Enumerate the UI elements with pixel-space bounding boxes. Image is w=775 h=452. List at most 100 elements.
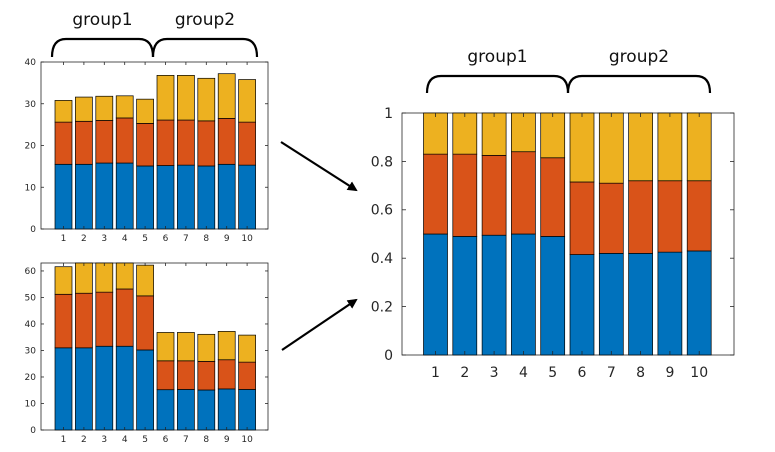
x-tick-label: 2 <box>460 365 469 381</box>
y-tick-label: 0 <box>384 348 393 364</box>
bar-series2-cat-6 <box>156 360 175 391</box>
bar-series2-cat-6 <box>569 181 595 255</box>
bar-series1-cat-6 <box>156 165 175 230</box>
x-tick-label: 2 <box>81 234 87 244</box>
bar-series3-cat-4 <box>115 262 134 290</box>
bar-series3-cat-1 <box>54 100 73 123</box>
bar-series2-cat-1 <box>423 153 448 235</box>
bar-series3-cat-5 <box>136 98 154 124</box>
bar-series1-cat-2 <box>75 163 93 230</box>
bar-series1-cat-10 <box>686 250 712 356</box>
x-tick-label: 10 <box>241 234 253 244</box>
bar-series2-cat-2 <box>75 120 93 165</box>
x-tick-label: 9 <box>224 234 230 244</box>
x-tick-label: 7 <box>607 365 616 381</box>
bar-series1-cat-1 <box>423 233 448 356</box>
bar-series2-cat-10 <box>686 180 712 252</box>
x-tick-label: 10 <box>241 435 253 445</box>
bar-series2-cat-3 <box>95 120 114 164</box>
bar-series3-cat-6 <box>156 332 175 362</box>
bar-series3-cat-10 <box>686 112 712 182</box>
right-group1-brace <box>425 74 570 94</box>
bar-series3-cat-5 <box>136 264 154 297</box>
chart-bottom-left: 1 2 3 4 5 6 7 8 9 10 0 10 20 30 40 50 60 <box>25 262 269 445</box>
y-tick-label: 30 <box>25 100 37 110</box>
bar-series2-cat-2 <box>75 292 93 349</box>
x-tick-label: 6 <box>163 435 169 445</box>
x-tick-label: 10 <box>690 365 708 381</box>
x-tick-label: 2 <box>81 435 87 445</box>
y-tick-label: 20 <box>25 373 37 383</box>
y-tick-label: 0 <box>30 426 36 436</box>
bar-series2-cat-2 <box>452 153 478 237</box>
bar-series2-cat-1 <box>54 293 73 349</box>
bar-series2-cat-9 <box>217 359 236 390</box>
bar-series2-cat-5 <box>540 157 566 237</box>
x-tick-label: 5 <box>142 435 148 445</box>
bar-series1-cat-3 <box>481 234 507 356</box>
chart-top-left: 1 2 3 4 5 6 7 8 9 10 0 10 20 30 40 <box>25 58 269 244</box>
bar-series3-cat-1 <box>423 112 448 155</box>
x-tick-label: 3 <box>490 365 499 381</box>
x-tick-label: 1 <box>431 365 440 381</box>
bar-series1-cat-1 <box>54 347 73 431</box>
bar-series1-cat-10 <box>238 164 256 230</box>
x-tick-label: 1 <box>61 234 67 244</box>
x-tick-label: 4 <box>122 234 128 244</box>
bar-series3-cat-10 <box>238 334 256 363</box>
bar-series1-cat-4 <box>511 233 536 356</box>
bar-series2-cat-4 <box>115 288 134 347</box>
bar-series3-cat-3 <box>95 95 114 121</box>
bar-series1-cat-2 <box>452 236 478 356</box>
bar-series2-cat-3 <box>481 155 507 236</box>
bar-series3-cat-3 <box>95 262 114 293</box>
bar-series1-cat-3 <box>95 162 114 230</box>
bar-series3-cat-9 <box>217 331 236 361</box>
bar-series2-cat-5 <box>136 295 154 351</box>
x-tick-label: 3 <box>101 435 107 445</box>
x-tick-label: 8 <box>636 365 645 381</box>
group-braces: group1 group2 group1 group2 <box>50 10 712 94</box>
bar-series2-cat-9 <box>657 180 683 253</box>
bar-series1-cat-1 <box>54 163 73 230</box>
y-tick-label: 0.2 <box>371 300 393 316</box>
bar-series3-cat-2 <box>75 96 93 122</box>
x-tick-label: 6 <box>578 365 587 381</box>
bar-series1-cat-4 <box>115 345 134 431</box>
bar-series3-cat-8 <box>197 333 216 362</box>
bar-series2-cat-10 <box>238 121 256 166</box>
bar-series1-cat-4 <box>115 162 134 230</box>
bar-series3-cat-4 <box>511 112 536 153</box>
bar-series2-cat-7 <box>177 119 195 166</box>
bar-series3-cat-8 <box>197 77 216 122</box>
arrow-top <box>280 141 358 192</box>
bar-series3-cat-4 <box>115 95 134 119</box>
bar-series1-cat-9 <box>217 163 236 230</box>
top-group1-label: group1 <box>72 10 132 30</box>
x-tick-label: 7 <box>183 435 189 445</box>
top-group2-brace <box>151 37 259 58</box>
bar-series2-cat-8 <box>197 360 216 391</box>
y-tick-label: 0.6 <box>371 203 393 219</box>
bar-series2-cat-8 <box>197 120 216 167</box>
bar-series1-cat-7 <box>598 253 624 356</box>
bar-series2-cat-5 <box>136 123 154 167</box>
bar-series1-cat-8 <box>197 389 216 431</box>
bar-series1-cat-5 <box>136 349 154 431</box>
bar-series3-cat-7 <box>177 332 195 362</box>
right-group2-brace <box>566 74 712 94</box>
bar-series2-cat-9 <box>217 118 236 165</box>
bar-series3-cat-5 <box>540 112 566 159</box>
x-tick-label: 1 <box>61 435 67 445</box>
bar-series3-cat-3 <box>481 112 507 156</box>
top-group2-label: group2 <box>175 10 235 30</box>
y-tick-label: 0 <box>30 225 36 235</box>
bar-series1-cat-6 <box>569 254 595 356</box>
y-tick-label: 10 <box>25 400 37 410</box>
bar-series3-cat-8 <box>628 112 653 182</box>
right-group2-label: group2 <box>609 47 669 67</box>
x-tick-label: 4 <box>519 365 528 381</box>
bar-series3-cat-1 <box>54 266 73 295</box>
